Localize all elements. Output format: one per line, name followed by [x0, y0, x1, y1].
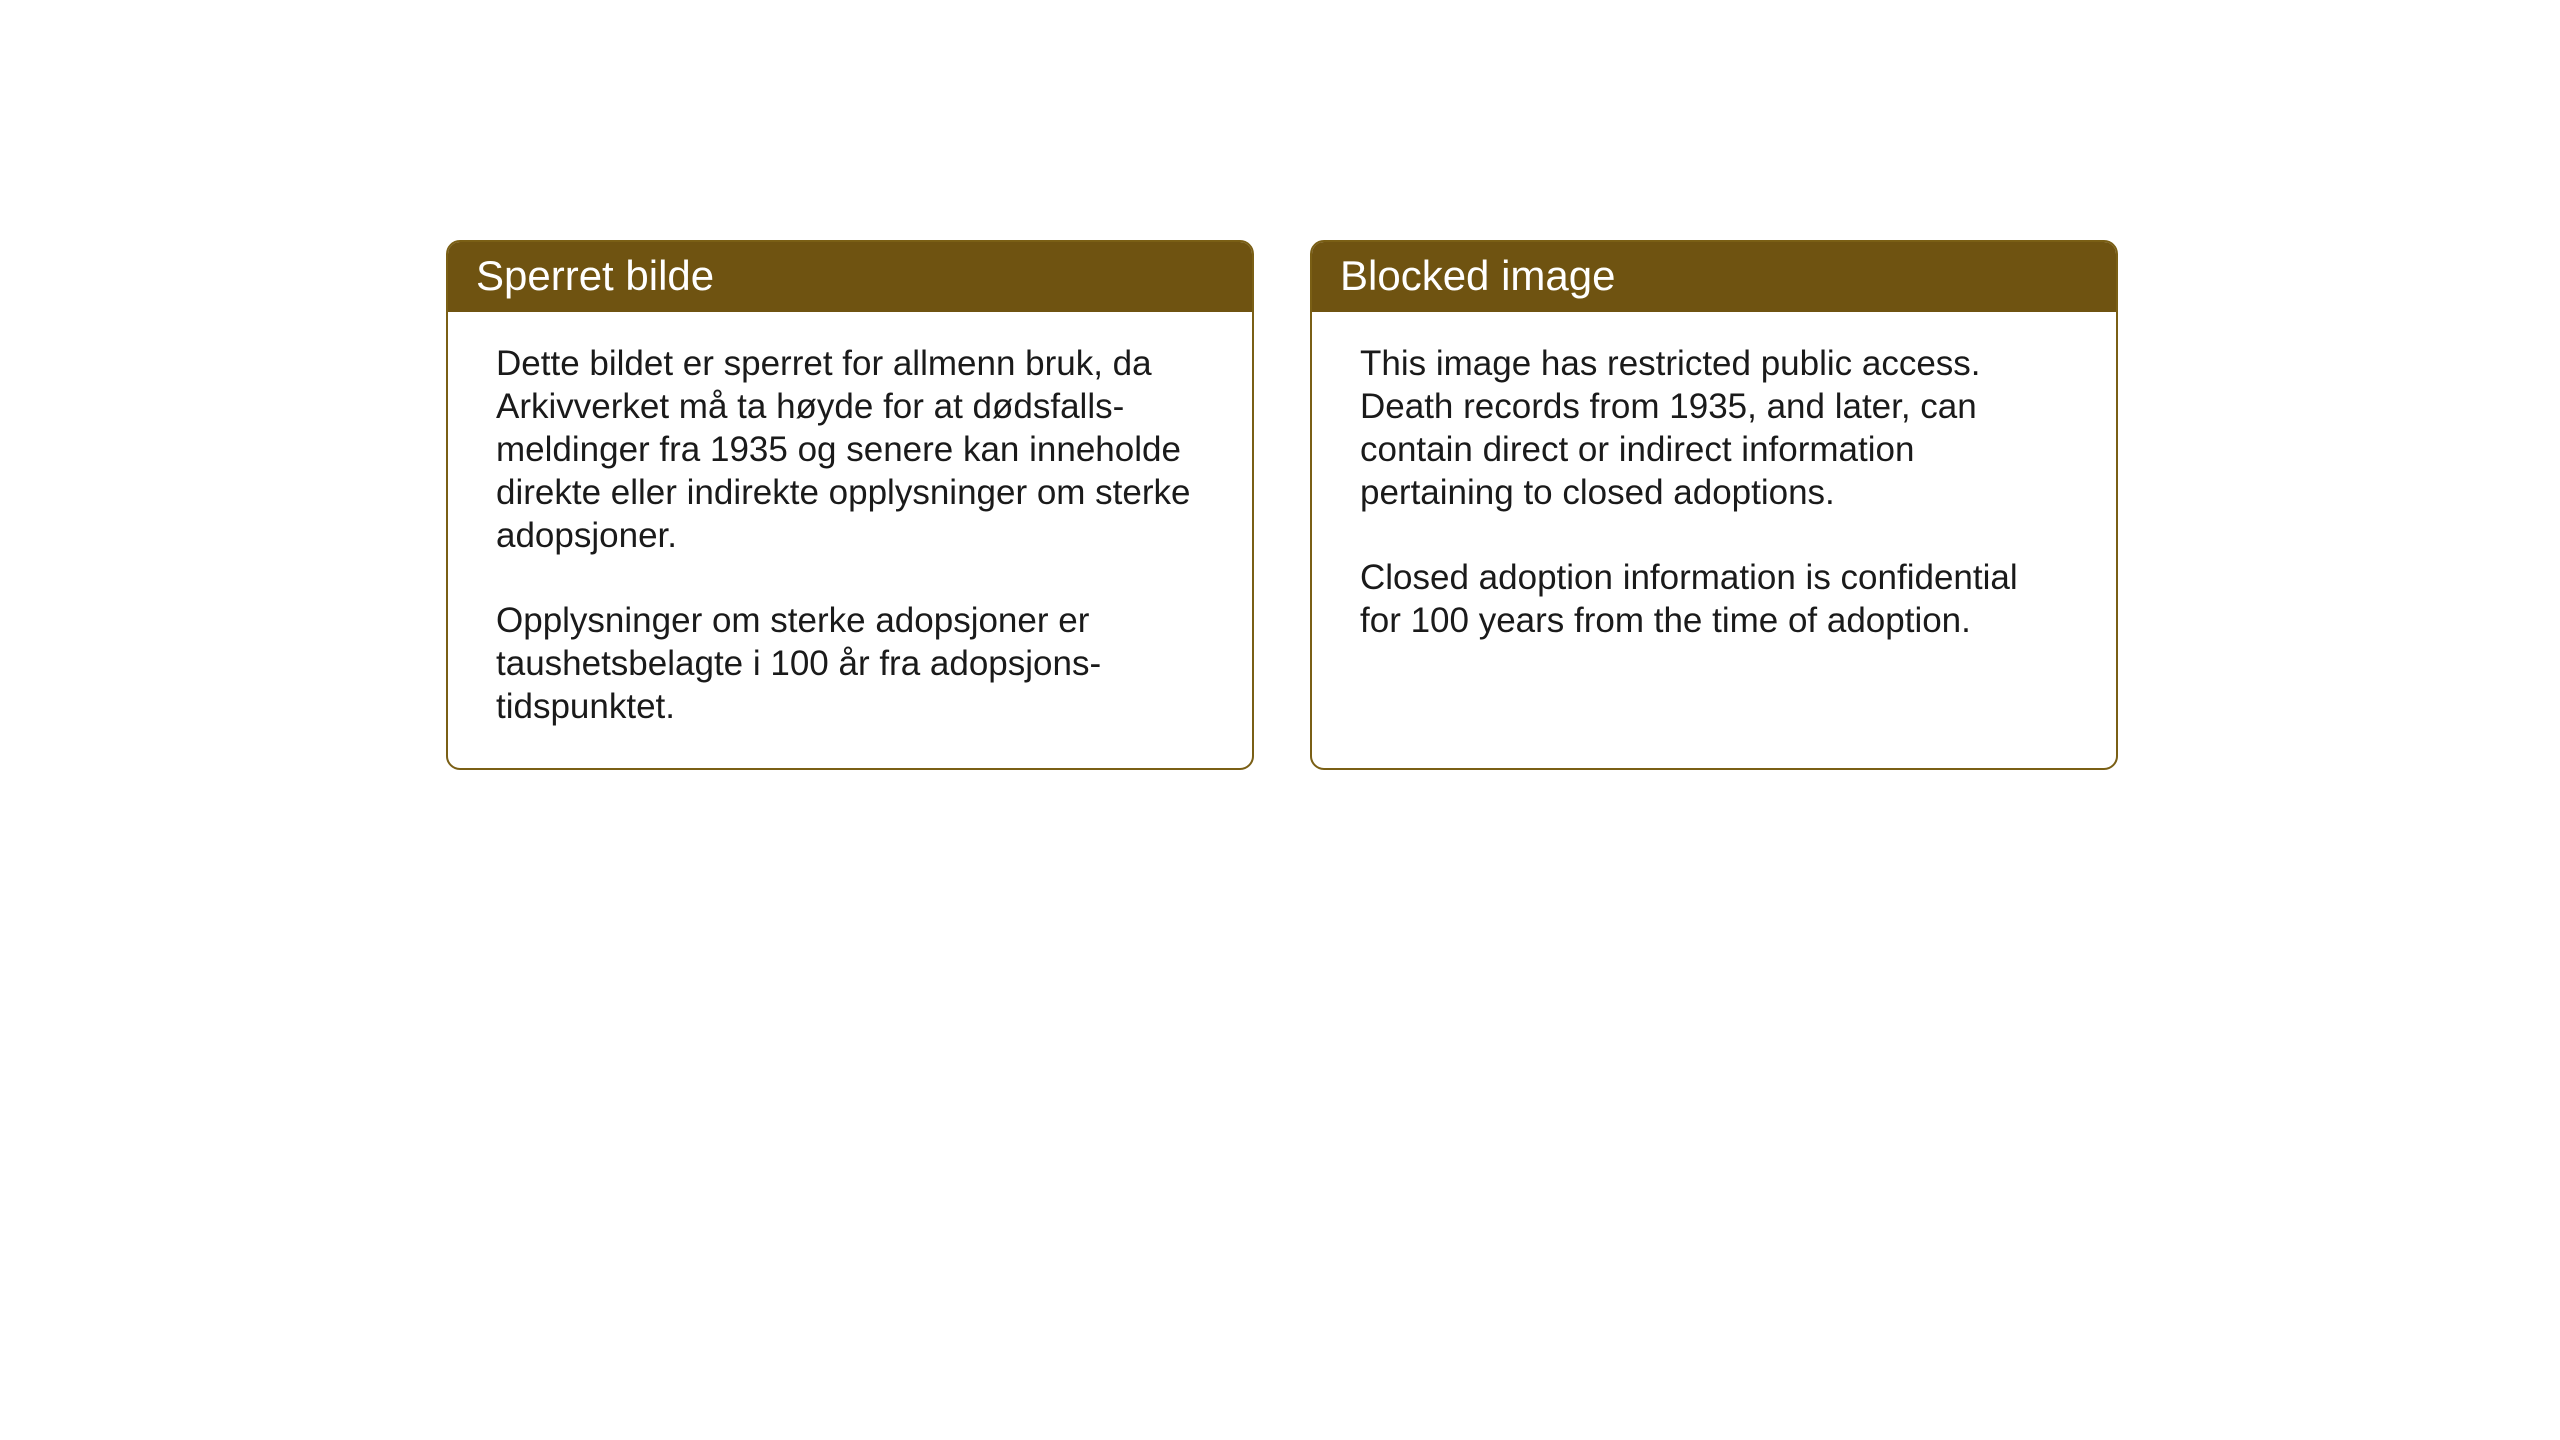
- english-paragraph-2: Closed adoption information is confident…: [1360, 556, 2068, 642]
- english-card-title: Blocked image: [1312, 242, 2116, 312]
- norwegian-card-body: Dette bildet er sperret for allmenn bruk…: [448, 312, 1252, 768]
- english-notice-card: Blocked image This image has restricted …: [1310, 240, 2118, 770]
- norwegian-paragraph-1: Dette bildet er sperret for allmenn bruk…: [496, 342, 1204, 557]
- norwegian-notice-card: Sperret bilde Dette bildet er sperret fo…: [446, 240, 1254, 770]
- english-paragraph-1: This image has restricted public access.…: [1360, 342, 2068, 514]
- norwegian-card-title: Sperret bilde: [448, 242, 1252, 312]
- notice-container: Sperret bilde Dette bildet er sperret fo…: [446, 240, 2118, 770]
- english-card-body: This image has restricted public access.…: [1312, 312, 2116, 682]
- norwegian-paragraph-2: Opplysninger om sterke adopsjoner er tau…: [496, 599, 1204, 728]
